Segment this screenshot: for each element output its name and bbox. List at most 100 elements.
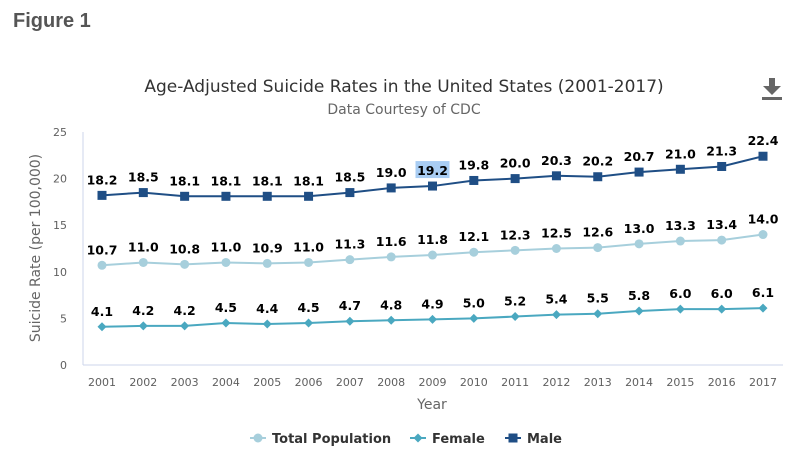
data-point-total-population[interactable] <box>97 260 107 270</box>
data-point-total-population[interactable] <box>428 250 437 260</box>
data-point-female[interactable] <box>221 318 231 328</box>
legend-marker-total-population <box>253 433 263 443</box>
data-point-male[interactable] <box>717 161 727 171</box>
x-tick-label: 2006 <box>295 376 323 389</box>
figure-label: Figure 1 <box>13 10 91 32</box>
data-label-male: 21.3 <box>706 143 737 158</box>
data-point-male[interactable] <box>593 172 603 182</box>
data-point-male[interactable] <box>386 183 396 193</box>
data-label-male: 19.2 <box>417 163 448 178</box>
data-point-female[interactable] <box>304 318 314 328</box>
data-label-male: 19.8 <box>458 157 489 172</box>
data-point-total-population[interactable] <box>386 252 396 262</box>
data-point-female[interactable] <box>593 309 603 319</box>
chart-subtitle: Data Courtesy of CDC <box>327 102 480 118</box>
data-point-female[interactable] <box>345 316 355 326</box>
data-point-female[interactable] <box>717 304 727 314</box>
data-point-male[interactable] <box>634 167 644 177</box>
legend-item-female[interactable]: Female <box>410 432 485 447</box>
data-point-female[interactable] <box>262 319 272 329</box>
data-label-male: 18.1 <box>169 173 200 188</box>
data-label-total-population: 11.6 <box>376 234 407 249</box>
legend-label: Total Population <box>272 432 391 447</box>
legend-item-male[interactable]: Male <box>505 432 562 447</box>
data-label-male: 18.1 <box>211 173 242 188</box>
data-point-female[interactable] <box>675 304 685 314</box>
data-label-female: 6.0 <box>711 286 733 301</box>
data-point-female[interactable] <box>469 313 479 323</box>
data-label-female: 5.5 <box>587 291 609 306</box>
data-label-total-population: 11.0 <box>293 239 324 254</box>
data-point-female[interactable] <box>510 312 520 322</box>
data-label-male: 18.2 <box>87 172 118 187</box>
data-point-male[interactable] <box>180 191 190 201</box>
data-label-female: 4.5 <box>215 300 237 315</box>
data-point-male[interactable] <box>469 175 479 185</box>
series-layer <box>97 151 768 332</box>
legend-item-total-population[interactable]: Total Population <box>250 432 391 447</box>
data-point-total-population[interactable] <box>138 257 148 267</box>
data-point-total-population[interactable] <box>510 245 520 255</box>
data-point-total-population[interactable] <box>758 230 768 240</box>
series-total-population <box>97 230 768 270</box>
data-point-total-population[interactable] <box>469 247 479 257</box>
data-point-male[interactable] <box>510 174 520 184</box>
y-tick-label: 20 <box>53 173 67 186</box>
data-point-total-population[interactable] <box>675 236 685 246</box>
x-tick-label: 2016 <box>708 376 736 389</box>
data-point-male[interactable] <box>138 188 148 198</box>
data-point-male[interactable] <box>675 164 685 174</box>
data-point-female[interactable] <box>758 303 768 313</box>
data-point-male[interactable] <box>304 191 314 201</box>
data-label-total-population: 11.0 <box>128 239 159 254</box>
data-point-male[interactable] <box>262 191 272 201</box>
data-label-male: 20.0 <box>500 156 531 171</box>
data-point-male[interactable] <box>97 190 107 200</box>
data-point-male[interactable] <box>428 181 437 191</box>
data-point-total-population[interactable] <box>262 258 272 268</box>
legend-label: Female <box>432 432 485 447</box>
data-label-male: 19.0 <box>376 165 407 180</box>
data-point-total-population[interactable] <box>634 239 644 249</box>
data-point-total-population[interactable] <box>593 243 603 253</box>
series-female <box>97 303 768 332</box>
download-icon[interactable] <box>759 76 785 102</box>
label-highlight <box>415 161 450 179</box>
data-label-total-population: 14.0 <box>748 212 779 227</box>
x-tick-label: 2007 <box>336 376 364 389</box>
data-label-female: 4.7 <box>339 298 361 313</box>
data-point-total-population[interactable] <box>717 235 727 245</box>
data-point-female[interactable] <box>138 321 148 331</box>
data-point-total-population[interactable] <box>180 259 190 269</box>
data-point-male[interactable] <box>551 171 561 181</box>
data-label-male: 20.2 <box>582 154 613 169</box>
data-point-total-population[interactable] <box>345 255 355 265</box>
data-label-female: 5.2 <box>504 294 526 309</box>
data-label-female: 4.1 <box>91 304 113 319</box>
data-label-total-population: 11.3 <box>334 237 365 252</box>
data-point-total-population[interactable] <box>551 244 561 253</box>
data-point-female[interactable] <box>97 322 107 332</box>
data-point-female[interactable] <box>428 314 437 324</box>
data-label-total-population: 12.3 <box>500 227 531 242</box>
data-label-total-population: 11.0 <box>211 239 242 254</box>
axes <box>82 132 783 366</box>
data-label-total-population: 11.8 <box>417 232 448 247</box>
data-point-male[interactable] <box>758 151 768 161</box>
data-point-female[interactable] <box>386 315 396 325</box>
data-point-female[interactable] <box>551 310 561 320</box>
data-label-total-population: 13.0 <box>624 221 655 236</box>
data-label-female: 4.2 <box>132 303 154 318</box>
data-point-total-population[interactable] <box>221 257 231 267</box>
data-point-female[interactable] <box>634 306 644 316</box>
x-tick-label: 2017 <box>749 376 777 389</box>
x-axis-title: Year <box>416 397 447 413</box>
data-label-female: 5.4 <box>545 292 567 307</box>
data-label-male: 18.5 <box>334 170 365 185</box>
data-point-total-population[interactable] <box>304 257 314 267</box>
data-point-male[interactable] <box>345 188 355 198</box>
data-point-female[interactable] <box>180 321 190 331</box>
x-tick-label: 2004 <box>212 376 240 389</box>
data-point-male[interactable] <box>221 191 231 201</box>
